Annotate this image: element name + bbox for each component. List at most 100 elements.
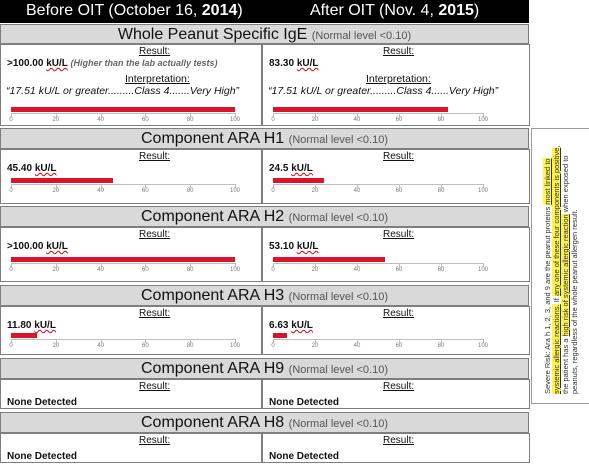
chart-axis <box>273 184 483 185</box>
chart-axis <box>11 263 235 264</box>
value-number: >100.00 <box>7 58 47 69</box>
value-unit: kU/L <box>296 58 319 69</box>
result-bar-chart: 0 20 40 60 80 100 <box>9 178 240 196</box>
section-header: Whole Peanut Specific IgE (Normal level … <box>0 24 529 44</box>
section-header: Component ARA H2 (Normal level <0.10) <box>0 206 529 227</box>
axis-tick <box>441 113 442 117</box>
result-value: 11.80 kU/L <box>7 320 56 331</box>
axis-tick <box>145 113 147 117</box>
section-header: Component ARA H9 (Normal level <0.10) <box>0 358 529 379</box>
axis-tick-label: 80 <box>437 267 445 273</box>
axis-tick <box>55 339 57 343</box>
axis-tick <box>55 184 57 188</box>
result-value: None Detected <box>269 451 339 462</box>
result-label: Result: <box>383 151 415 162</box>
axis-tick <box>399 184 400 188</box>
axis-tick <box>11 339 12 343</box>
value-number: None Detected <box>7 397 78 408</box>
axis-tick <box>483 339 484 343</box>
result-bar <box>11 333 38 338</box>
axis-tick-label: 20 <box>311 343 319 349</box>
interpretation-label: Interpretation: <box>125 73 190 85</box>
axis-tick-label: 0 <box>9 117 13 123</box>
after-panel: Result: 6.63 kU/L 0 20 40 60 80 100 <box>262 306 530 355</box>
chart-axis <box>273 339 483 340</box>
axis-tick <box>273 184 274 188</box>
axis-tick-label: 20 <box>52 188 60 194</box>
axis-tick-label: 100 <box>229 117 241 123</box>
axis-tick <box>483 184 484 188</box>
result-bar-chart: 0 20 40 60 80 100 <box>9 333 240 351</box>
result-label: Result: <box>139 46 171 57</box>
axis-tick <box>315 263 316 267</box>
axis-tick <box>441 339 442 343</box>
axis-tick <box>315 339 316 343</box>
axis-tick-label: 40 <box>353 267 361 273</box>
value-number: 6.63 <box>269 320 292 331</box>
axis-tick <box>11 184 12 188</box>
section-title: Component ARA H9 <box>141 360 285 377</box>
axis-tick <box>399 339 400 343</box>
result-value: None Detected <box>7 397 77 408</box>
result-value: >100.00 kU/L <box>7 241 68 252</box>
chart-axis <box>11 184 235 185</box>
axis-tick-label: 20 <box>52 343 60 349</box>
result-bar <box>11 257 235 262</box>
axis-tick-label: 100 <box>229 343 241 349</box>
axis-tick-label: 60 <box>142 267 149 273</box>
axis-tick <box>190 339 192 343</box>
axis-tick <box>483 263 484 267</box>
axis-tick <box>235 113 236 117</box>
normal-level: (Normal level <0.10) <box>288 291 388 303</box>
result-value: None Detected <box>269 397 339 408</box>
result-value: 24.5 kU/L <box>269 163 313 174</box>
result-note: (Higher than the lab actually tests) <box>70 58 218 68</box>
axis-tick-label: 100 <box>477 117 489 123</box>
axis-tick-label: 60 <box>142 188 149 194</box>
axis-tick <box>11 113 12 117</box>
chart-axis <box>11 113 235 114</box>
value-unit: kU/L <box>34 163 57 174</box>
result-value: >100.00 kU/L (Higher than the lab actual… <box>7 58 218 69</box>
axis-tick-label: 60 <box>395 343 403 349</box>
axis-tick-label: 20 <box>311 117 319 123</box>
axis-tick-label: 40 <box>97 267 104 273</box>
axis-tick <box>145 184 147 188</box>
axis-tick <box>357 339 358 343</box>
value-number: None Detected <box>269 451 340 462</box>
axis-tick <box>273 339 274 343</box>
value-unit: kU/L <box>296 241 319 252</box>
axis-tick-label: 0 <box>271 117 275 123</box>
result-bar <box>11 178 113 183</box>
axis-tick <box>55 113 57 117</box>
value-number: 53.10 <box>269 241 297 252</box>
axis-tick-label: 20 <box>311 188 319 194</box>
section-title: Component ARA H2 <box>141 208 285 225</box>
result-bar <box>273 107 448 112</box>
section-title: Component ARA H3 <box>141 287 285 304</box>
axis-tick <box>235 263 236 267</box>
value-number: 24.5 <box>269 163 292 174</box>
interpretation-text: “17.51 kU/L or greater.........Class 4..… <box>268 85 499 97</box>
before-panel: Result: None Detected <box>0 433 262 463</box>
axis-tick <box>145 339 147 343</box>
before-panel: Result: 11.80 kU/L 0 20 40 60 80 100 <box>0 306 262 355</box>
axis-tick <box>11 263 12 267</box>
axis-tick <box>145 263 147 267</box>
axis-tick <box>399 113 400 117</box>
axis-tick <box>441 263 442 267</box>
severe-risk-text: Severe Risk: Ara h 1, 2, 3, and 9 are th… <box>543 145 579 394</box>
result-label: Result: <box>383 435 415 446</box>
result-label: Result: <box>139 308 171 319</box>
axis-tick <box>190 113 192 117</box>
axis-tick <box>235 184 236 188</box>
value-number: 83.30 <box>269 58 297 69</box>
axis-tick <box>100 263 102 267</box>
axis-tick <box>100 339 102 343</box>
result-bar-chart: 0 20 40 60 80 100 <box>271 107 488 125</box>
value-unit: kU/L <box>34 320 56 331</box>
axis-tick-label: 100 <box>229 188 241 194</box>
normal-level: (Normal level <0.10) <box>311 30 412 42</box>
severe-risk-note: Severe Risk: Ara h 1, 2, 3, and 9 are th… <box>531 128 589 404</box>
axis-tick-label: 60 <box>142 117 149 123</box>
